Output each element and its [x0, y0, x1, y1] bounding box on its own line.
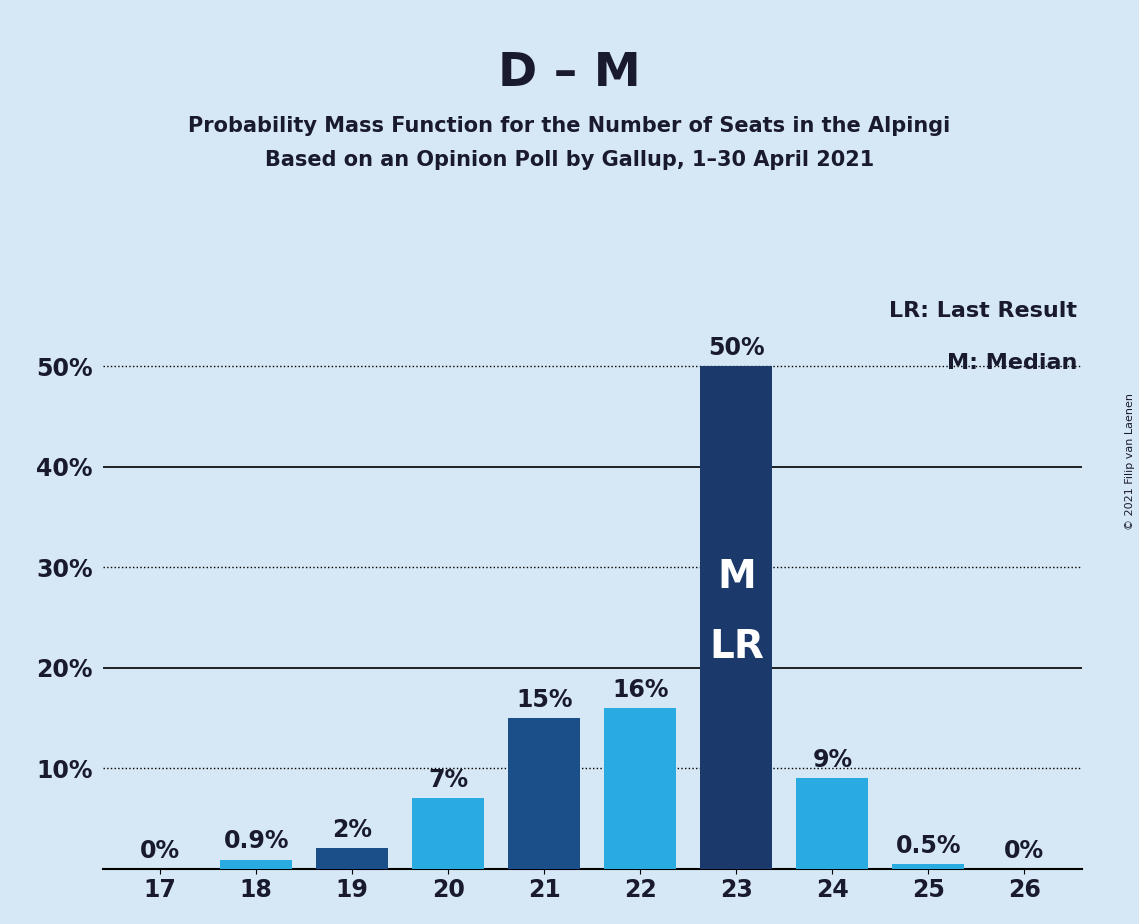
Bar [892, 864, 965, 869]
Text: Probability Mass Function for the Number of Seats in the Alpingi: Probability Mass Function for the Number… [188, 116, 951, 136]
Text: M: M [716, 558, 755, 596]
Bar [700, 366, 772, 869]
Text: 0.5%: 0.5% [895, 833, 961, 857]
Text: 7%: 7% [428, 768, 468, 792]
Text: 0%: 0% [1005, 838, 1044, 862]
Text: 9%: 9% [812, 748, 852, 772]
Bar [412, 798, 484, 869]
Text: M: Median: M: Median [947, 353, 1077, 373]
Bar [220, 859, 293, 869]
Text: D – M: D – M [498, 51, 641, 96]
Bar [796, 778, 868, 869]
Text: © 2021 Filip van Laenen: © 2021 Filip van Laenen [1125, 394, 1134, 530]
Text: LR: Last Result: LR: Last Result [890, 301, 1077, 322]
Bar [605, 708, 677, 869]
Bar [508, 718, 580, 869]
Text: 2%: 2% [333, 819, 372, 843]
Text: Based on an Opinion Poll by Gallup, 1–30 April 2021: Based on an Opinion Poll by Gallup, 1–30… [265, 150, 874, 170]
Text: LR: LR [708, 628, 764, 666]
Text: 0%: 0% [140, 838, 180, 862]
Text: 15%: 15% [516, 687, 573, 711]
Text: 0.9%: 0.9% [223, 830, 289, 854]
Text: 50%: 50% [708, 336, 764, 360]
Bar [317, 848, 388, 869]
Text: 16%: 16% [612, 677, 669, 701]
